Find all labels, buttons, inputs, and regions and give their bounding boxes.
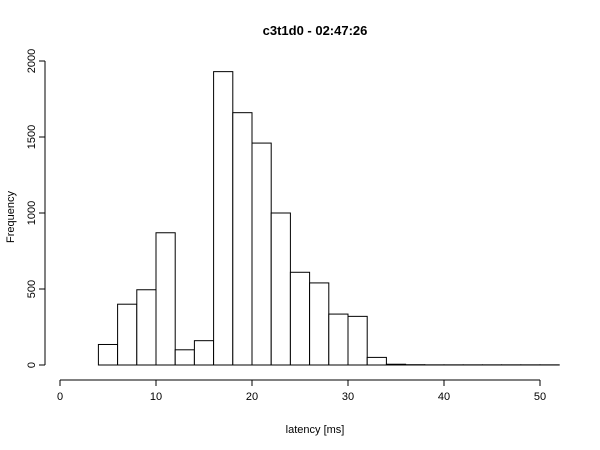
x-tick-label: 10 [150,391,162,403]
x-tick-label: 0 [57,391,63,403]
x-tick-label: 50 [534,391,546,403]
y-tick-label: 1000 [26,201,38,225]
y-tick-label: 0 [26,362,38,368]
histogram-bar [155,232,176,366]
y-tick-label: 2000 [26,49,38,73]
histogram-bar [289,271,311,366]
y-axis-label: Frequency [5,191,17,243]
histogram-bar [232,112,253,366]
histogram-bar [328,313,349,366]
y-tick-label: 1500 [26,125,38,149]
histogram-bars [97,71,560,366]
x-axis-label: latency [ms] [286,424,345,436]
histogram-bar [174,349,195,366]
y-tick-label: 500 [26,280,38,298]
histogram-bar [366,356,387,366]
y-axis: 0 500 1000 1500 2000 [26,49,46,368]
x-tick-label: 20 [246,391,258,403]
histogram-bar [270,212,291,366]
histogram-bar [309,282,330,366]
histogram-bar [385,363,407,366]
histogram-bar [136,289,157,366]
chart-title: c3t1d0 - 02:47:26 [263,23,368,38]
histogram-bar [213,71,234,366]
histogram-bar [97,343,119,366]
x-tick-label: 40 [438,391,450,403]
histogram-bar [347,315,368,366]
histogram-bar [193,340,215,366]
x-axis: 0 10 20 30 40 50 [57,379,546,403]
histogram-bar [251,142,272,366]
histogram-bar [117,303,138,366]
x-tick-label: 30 [342,391,354,403]
